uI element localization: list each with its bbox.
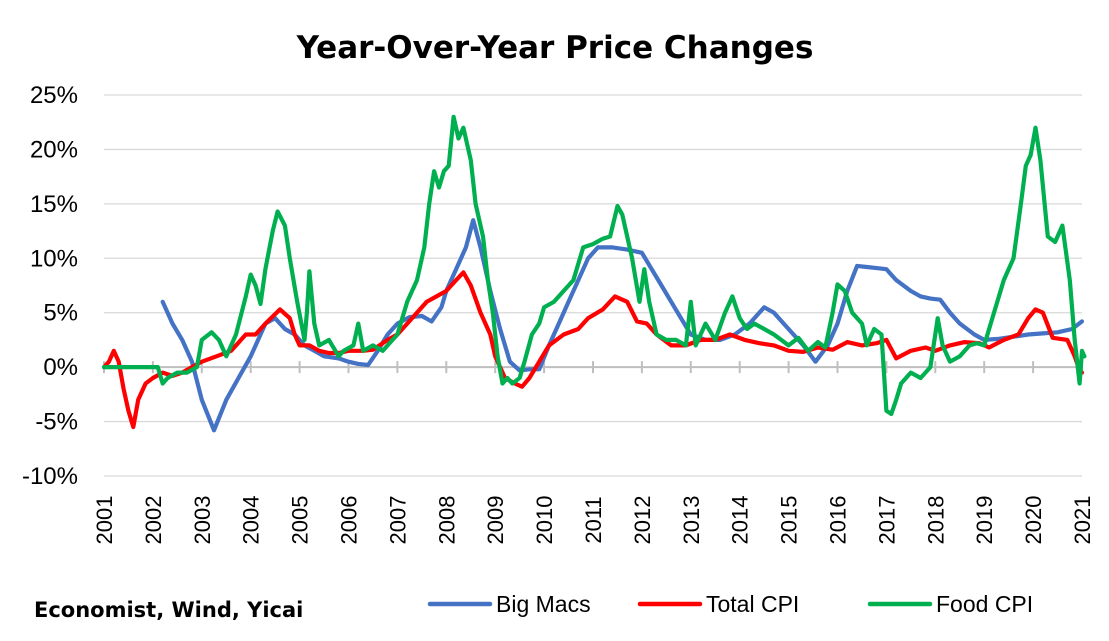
x-tick-label: 2006	[337, 496, 362, 545]
x-tick-label: 2018	[923, 496, 948, 545]
legend-item: Food CPI	[867, 591, 1033, 617]
x-tick-label: 2004	[239, 496, 264, 545]
series-line-food-cpi	[101, 114, 1087, 417]
legend-label: Big Macs	[496, 591, 591, 617]
series-lines	[101, 114, 1087, 433]
y-tick-label: 10%	[30, 245, 78, 272]
x-tick-label: 2007	[385, 496, 410, 545]
legend-label: Food CPI	[936, 591, 1033, 617]
x-axis-labels: 2001 2002 2003 2004 2005 2006 2007 2008 2009 2010…	[92, 496, 1095, 545]
legend-label: Total CPI	[706, 591, 799, 617]
source-note: Economist, Wind, Yicai	[34, 598, 303, 622]
x-tick-label: 2010	[532, 496, 557, 545]
x-tick-label: 2005	[288, 496, 313, 545]
legend: Big Macs Total CPI Food CPI	[427, 591, 1033, 617]
x-tick-label: 2020	[1021, 496, 1046, 545]
y-tick-label: 25%	[30, 82, 78, 109]
series-line-total-cpi	[101, 270, 1085, 430]
x-tick-label: 2009	[483, 496, 508, 545]
y-tick-label: 20%	[30, 136, 78, 163]
legend-item: Big Macs	[427, 591, 591, 617]
y-tick-label: 0%	[43, 354, 78, 381]
x-tick-label: 2019	[972, 496, 997, 545]
x-tick-label: 2015	[777, 496, 802, 545]
x-axis	[103, 361, 1083, 374]
gridlines	[104, 94, 1082, 477]
y-axis-labels: 25% 20% 15% 10% 5% 0% -5% -10%	[22, 82, 78, 490]
x-tick-label: 2014	[728, 496, 753, 545]
x-tick-label: 2012	[630, 496, 655, 545]
x-tick-label: 2013	[679, 496, 704, 545]
y-tick-label: 5%	[43, 300, 78, 327]
x-tick-label: 2021	[1070, 496, 1095, 545]
y-tick-label: -5%	[35, 409, 78, 436]
x-tick-label: 2003	[190, 496, 215, 545]
x-tick-label: 2011	[581, 496, 606, 543]
x-tick-label: 2016	[826, 496, 851, 545]
y-tick-label: -10%	[22, 463, 78, 490]
x-tick-label: 2001	[92, 496, 117, 545]
x-tick-label: 2002	[141, 496, 166, 545]
series-line-big-macs	[160, 218, 1085, 433]
chart-title: Year-Over-Year Price Changes	[296, 30, 814, 66]
x-tick-label: 2008	[434, 496, 459, 545]
x-tick-label: 2017	[874, 496, 899, 545]
legend-item: Total CPI	[637, 591, 799, 617]
y-tick-label: 15%	[30, 191, 78, 218]
